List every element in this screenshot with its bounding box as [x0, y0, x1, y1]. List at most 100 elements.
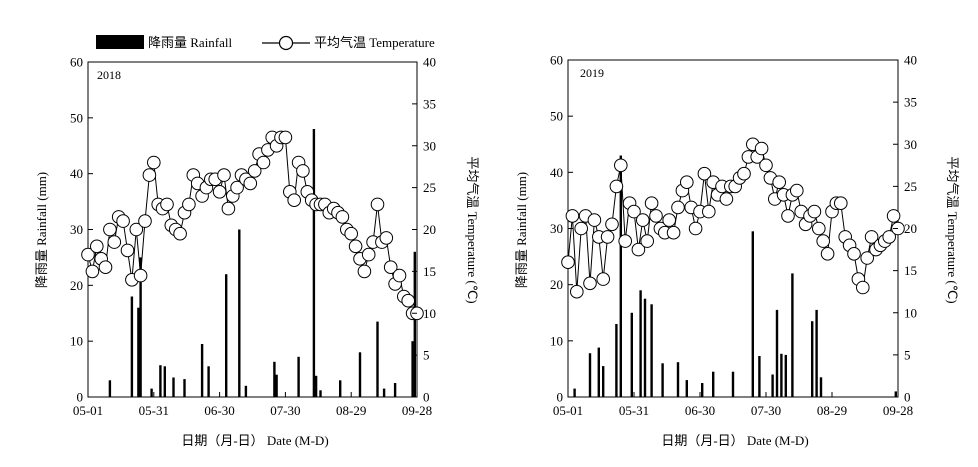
temperature-point: [614, 158, 628, 173]
temperature-point: [357, 264, 372, 279]
temperature-point: [230, 180, 244, 195]
left-tick-label: 20: [550, 277, 563, 292]
temperature-point: [379, 231, 394, 245]
temperature-point: [820, 247, 835, 261]
x-tick-label: 05-01: [553, 403, 583, 418]
temperature-point: [737, 166, 751, 181]
temperature-point: [570, 284, 584, 299]
temperature-point: [666, 225, 681, 240]
temperature-point: [98, 260, 113, 275]
x-tick-label: 06-30: [685, 403, 715, 418]
rainfall-bar: [207, 366, 210, 397]
temperature-point: [600, 230, 615, 244]
temperature-point: [816, 234, 831, 248]
temperature-point: [278, 130, 293, 145]
left-y-axis-label: 降雨量 Rainfall (mm): [34, 172, 49, 288]
temperature-point: [882, 230, 897, 244]
right-y-axis: 0 5 10 15 20 25 30 35 40: [412, 55, 436, 405]
right-tick-label: 15: [423, 264, 436, 279]
rainfall-bar: [382, 388, 386, 397]
right-tick-label: 40: [423, 55, 436, 70]
temperature-point: [860, 251, 875, 265]
rainfall-bar: [819, 377, 823, 397]
x-tick-label: 09-28: [402, 403, 432, 418]
x-tick-label: 05-31: [139, 403, 169, 418]
right-tick-label: 35: [904, 95, 917, 110]
x-tick-label: 08-29: [817, 403, 847, 418]
rainfall-bar: [894, 391, 897, 397]
rainfall-bar: [731, 371, 735, 397]
rainfall-bar: [771, 374, 774, 397]
rainfall-bar: [314, 375, 318, 397]
rainfall-bar: [339, 380, 342, 398]
temperature-point: [344, 226, 359, 241]
temperature-point: [680, 175, 694, 189]
x-axis-label: 日期（月-日） Date (M-D): [181, 433, 328, 448]
temperature-point: [392, 268, 407, 283]
right-tick-label: 15: [904, 263, 917, 278]
temperature-point: [370, 197, 385, 212]
temperature-point: [335, 210, 350, 224]
left-y-axis: 0 10 20 30 40 50 60: [70, 55, 93, 405]
rainfall-bar: [780, 353, 783, 397]
temperature-point: [640, 234, 655, 248]
rainfall-bar: [183, 379, 186, 397]
x-tick-label: 07-30: [270, 403, 300, 418]
legend: 降雨量 Rainfall 平均气温 Temperature: [96, 35, 435, 51]
temperature-point: [361, 247, 376, 262]
rainfall-bar: [588, 353, 592, 397]
temperature-point: [644, 196, 659, 210]
temperature-point: [781, 209, 795, 223]
temperature-point: [212, 185, 227, 199]
temperature-point: [243, 176, 258, 191]
temperature-point: [671, 200, 685, 215]
right-tick-label: 10: [423, 306, 436, 321]
temperature-point: [561, 255, 575, 270]
rainfall-bar: [139, 257, 142, 397]
temperature-point: [856, 280, 870, 295]
temperature-point: [618, 234, 633, 248]
temperature-point: [790, 183, 804, 198]
x-axis: 05-01 05-31 06-30 07-30 08-29 09-28: [73, 392, 432, 418]
temperature-point: [247, 164, 262, 178]
temperature-point: [574, 221, 589, 236]
rainfall-bar: [676, 362, 680, 397]
rainfall-bar: [108, 380, 112, 398]
temperature-point: [754, 141, 769, 156]
left-tick-label: 0: [557, 390, 564, 405]
temperature-point: [688, 221, 703, 236]
rainfall-bar: [615, 324, 618, 397]
rainfall-bar: [791, 273, 794, 397]
rainfall-bar: [602, 366, 605, 397]
rainfall-bar: [130, 296, 134, 397]
right-tick-label: 40: [904, 53, 917, 68]
rainfall-bar: [751, 231, 754, 397]
panel-2019: 2019 0 10 20 30 40 50 60 0 5 10 15 20 25 30 35 40 05-0…: [514, 53, 960, 449]
left-y-axis-label: 降雨量 Rainfall (mm): [514, 172, 529, 288]
right-y-axis: 0 5 10 15 20 25 30 35 40: [893, 53, 917, 405]
temperature-point: [583, 276, 597, 291]
rainfall-bar: [784, 354, 787, 397]
left-tick-label: 40: [550, 165, 563, 180]
x-tick-label: 08-29: [336, 403, 366, 418]
panel-2018: 2018 0 10 20 30 40 50 60 0 5 10 15 20 25 30 35 40 05-0…: [34, 55, 480, 449]
x-tick-label: 06-30: [204, 403, 234, 418]
temperature-point: [348, 239, 363, 254]
rainfall-bar: [413, 251, 416, 397]
temperature-point: [256, 155, 271, 170]
left-tick-label: 20: [70, 278, 83, 293]
right-tick-label: 0: [423, 390, 430, 405]
temperature-point: [834, 196, 848, 210]
rainfall-bar: [685, 380, 688, 397]
temperature-point: [772, 175, 787, 189]
temperature-point: [217, 168, 231, 182]
rainfall-bar: [643, 298, 647, 397]
temperature-point: [129, 222, 144, 237]
temperature-point: [759, 158, 773, 173]
rainfall-bar: [376, 321, 379, 397]
temperature-point: [587, 213, 602, 227]
right-tick-label: 10: [904, 305, 917, 320]
temperature-point: [182, 197, 196, 212]
rainfall-bar: [712, 371, 715, 397]
